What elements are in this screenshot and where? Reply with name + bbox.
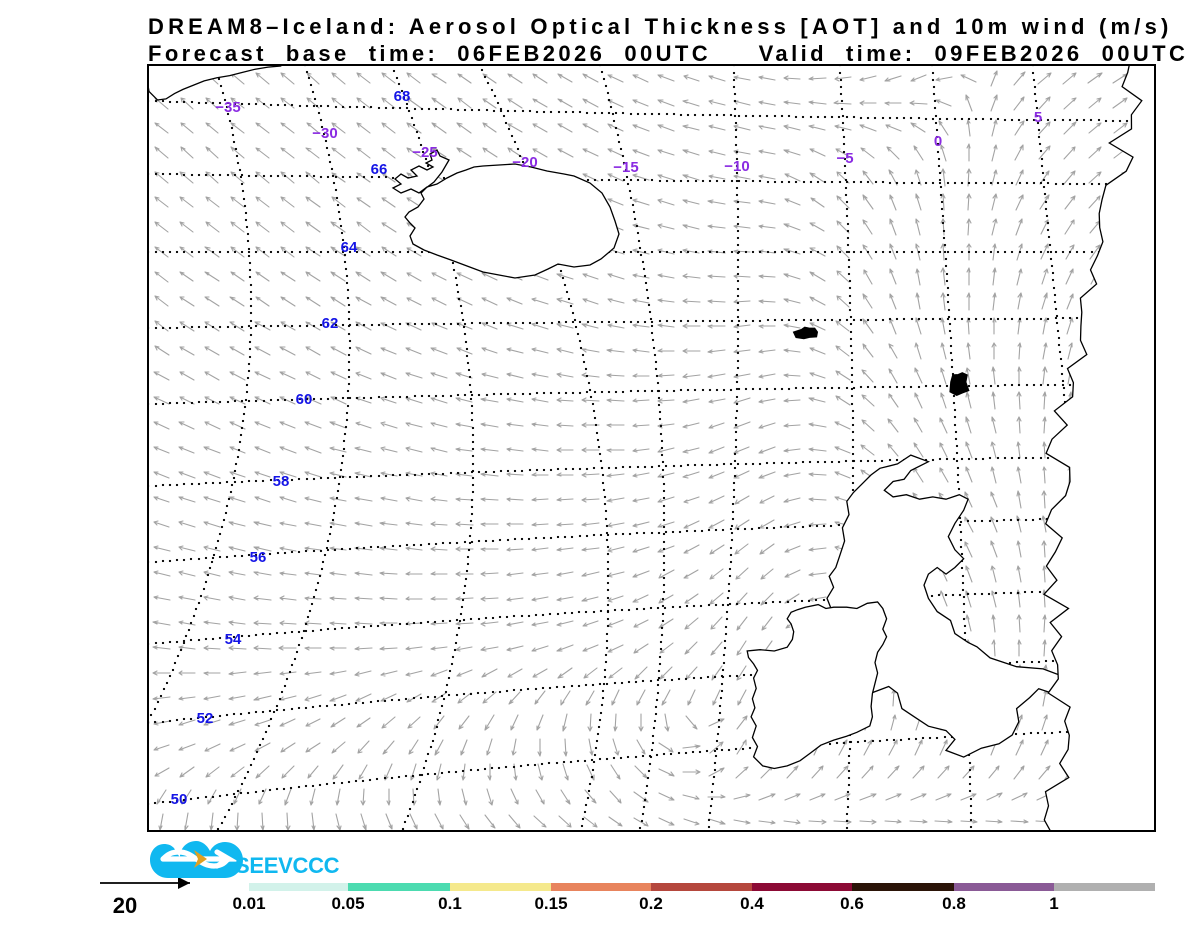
svg-text:−15: −15 bbox=[613, 159, 638, 176]
svg-text:−5: −5 bbox=[836, 150, 853, 167]
svg-text:−10: −10 bbox=[724, 158, 749, 175]
svg-text:−25: −25 bbox=[412, 144, 437, 161]
svg-text:−20: −20 bbox=[512, 154, 537, 171]
svg-text:−35: −35 bbox=[215, 99, 240, 116]
svg-text:60: 60 bbox=[296, 391, 313, 408]
svg-text:0: 0 bbox=[934, 133, 942, 150]
svg-text:50: 50 bbox=[171, 791, 188, 808]
svg-text:52: 52 bbox=[197, 710, 214, 727]
svg-text:−30: −30 bbox=[312, 125, 337, 142]
svg-text:64: 64 bbox=[341, 239, 358, 256]
svg-text:SEEVCCC: SEEVCCC bbox=[235, 853, 340, 878]
svg-text:58: 58 bbox=[273, 473, 290, 490]
svg-text:56: 56 bbox=[250, 549, 267, 566]
svg-text:62: 62 bbox=[322, 315, 339, 332]
svg-text:66: 66 bbox=[371, 161, 388, 178]
svg-text:54: 54 bbox=[225, 631, 242, 648]
svg-text:5: 5 bbox=[1034, 109, 1042, 126]
svg-text:68: 68 bbox=[394, 88, 411, 105]
